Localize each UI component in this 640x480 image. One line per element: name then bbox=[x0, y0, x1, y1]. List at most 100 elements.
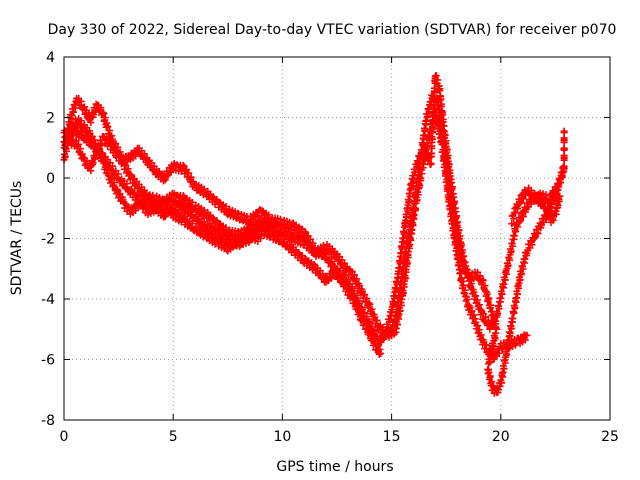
data-point bbox=[277, 224, 285, 232]
data-point bbox=[70, 108, 78, 116]
data-point bbox=[448, 198, 456, 206]
data-point bbox=[504, 261, 512, 269]
data-point bbox=[116, 190, 124, 198]
data-point bbox=[482, 341, 490, 349]
data-point bbox=[106, 159, 114, 167]
x-tick-label: 5 bbox=[169, 429, 178, 445]
data-point bbox=[179, 161, 187, 169]
data-point bbox=[402, 250, 410, 258]
data-point bbox=[366, 300, 374, 308]
data-point bbox=[558, 171, 566, 179]
y-tick-label: 4 bbox=[46, 50, 55, 66]
data-point bbox=[61, 152, 69, 160]
data-point bbox=[507, 247, 515, 255]
data-point bbox=[512, 228, 520, 236]
data-point bbox=[510, 232, 518, 240]
data-point bbox=[71, 104, 79, 112]
data-point bbox=[179, 201, 187, 209]
data-point bbox=[552, 210, 560, 218]
data-point bbox=[132, 207, 140, 215]
data-point bbox=[185, 169, 193, 177]
data-point bbox=[89, 159, 97, 167]
data-point bbox=[257, 235, 265, 242]
data-point bbox=[496, 382, 504, 390]
data-point bbox=[415, 171, 423, 179]
data-point bbox=[222, 224, 230, 232]
data-point bbox=[106, 127, 114, 135]
data-point bbox=[101, 114, 109, 122]
data-point bbox=[497, 294, 505, 302]
data-point bbox=[366, 328, 374, 336]
data-point bbox=[348, 292, 356, 300]
series-track-e bbox=[388, 89, 568, 397]
data-point bbox=[406, 225, 414, 233]
data-point bbox=[516, 198, 524, 206]
data-point bbox=[410, 172, 418, 180]
data-point bbox=[541, 199, 549, 207]
data-point bbox=[277, 233, 285, 241]
data-point bbox=[361, 318, 369, 326]
data-point bbox=[140, 186, 148, 194]
data-point bbox=[509, 242, 517, 250]
data-point bbox=[427, 160, 435, 168]
data-point bbox=[109, 162, 117, 170]
data-point bbox=[188, 207, 196, 215]
data-point bbox=[404, 240, 412, 248]
data-point bbox=[554, 201, 562, 209]
data-point bbox=[488, 378, 496, 386]
x-axis-label: GPS time / hours bbox=[276, 459, 393, 475]
data-point bbox=[544, 204, 552, 212]
data-point bbox=[521, 255, 529, 263]
data-point bbox=[97, 104, 105, 112]
data-point bbox=[424, 112, 432, 120]
data-point bbox=[363, 322, 371, 330]
data-point bbox=[310, 260, 318, 268]
series-track-f bbox=[508, 184, 564, 228]
data-point bbox=[479, 276, 487, 284]
data-point bbox=[421, 127, 429, 135]
data-point bbox=[435, 105, 443, 113]
data-point bbox=[436, 85, 444, 93]
data-point bbox=[277, 215, 285, 223]
data-point bbox=[433, 94, 441, 102]
x-tick-label: 10 bbox=[273, 429, 291, 445]
data-point bbox=[460, 261, 468, 269]
data-point bbox=[517, 270, 525, 278]
data-point bbox=[461, 286, 469, 294]
data-point bbox=[188, 198, 196, 206]
data-point bbox=[140, 150, 148, 158]
data-point bbox=[457, 247, 465, 255]
data-point bbox=[475, 326, 483, 334]
data-point bbox=[445, 173, 453, 181]
data-point bbox=[425, 108, 433, 116]
data-point bbox=[83, 106, 91, 114]
data-point bbox=[470, 311, 478, 319]
data-point bbox=[306, 235, 314, 243]
data-point bbox=[179, 192, 187, 200]
y-tick-label: 0 bbox=[46, 171, 55, 187]
data-point bbox=[519, 265, 527, 273]
data-point bbox=[560, 129, 568, 137]
data-point bbox=[393, 309, 401, 317]
data-point bbox=[505, 339, 513, 347]
series-track-c bbox=[60, 115, 385, 358]
data-point bbox=[438, 100, 446, 108]
data-point bbox=[149, 191, 157, 199]
data-point bbox=[446, 185, 454, 193]
data-point bbox=[501, 276, 509, 284]
y-tick-label: -4 bbox=[41, 292, 55, 308]
data-point bbox=[516, 216, 524, 224]
data-point bbox=[411, 200, 419, 208]
data-point bbox=[388, 327, 396, 335]
data-point bbox=[498, 379, 506, 387]
data-point bbox=[431, 89, 439, 97]
data-point bbox=[494, 309, 502, 317]
data-point bbox=[511, 304, 519, 312]
data-point bbox=[508, 220, 516, 228]
data-point bbox=[463, 296, 471, 304]
axis-ticks: 0 5 10 15 20 25 -8 -6 -4 -2 0 2 4 bbox=[41, 50, 619, 445]
data-point bbox=[417, 156, 425, 164]
data-point bbox=[114, 170, 122, 178]
data-point bbox=[462, 265, 470, 273]
